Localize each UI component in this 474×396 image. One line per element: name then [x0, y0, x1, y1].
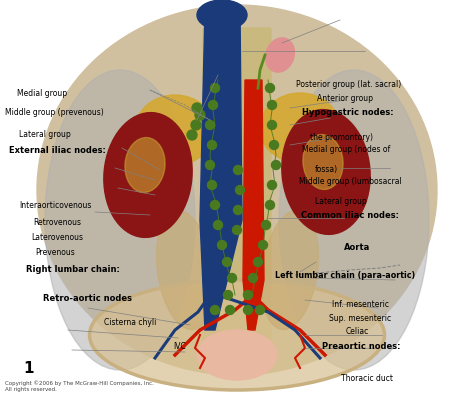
Circle shape: [265, 84, 274, 93]
Circle shape: [248, 274, 257, 282]
Text: Interaorticovenous: Interaorticovenous: [19, 202, 91, 210]
Circle shape: [254, 257, 263, 267]
Text: Retrovenous: Retrovenous: [33, 219, 81, 227]
Circle shape: [267, 101, 276, 110]
Circle shape: [258, 240, 267, 249]
Circle shape: [210, 305, 219, 314]
Circle shape: [192, 103, 202, 113]
Circle shape: [267, 120, 276, 129]
Circle shape: [234, 166, 243, 175]
Text: Medial group (nodes of: Medial group (nodes of: [302, 145, 391, 154]
Text: Left lumbar chain (para-aortic): Left lumbar chain (para-aortic): [275, 271, 415, 280]
Ellipse shape: [125, 137, 165, 192]
Text: Posterior group (lat. sacral): Posterior group (lat. sacral): [296, 80, 401, 89]
Text: Anterior group: Anterior group: [317, 94, 373, 103]
Circle shape: [234, 206, 243, 215]
Text: Hypogastric nodes:: Hypogastric nodes:: [302, 109, 394, 117]
Text: Lateral group: Lateral group: [315, 197, 367, 206]
Circle shape: [233, 225, 241, 234]
Text: Aorta: Aorta: [344, 243, 370, 252]
Text: Copyright ©2006 by The McGraw-Hill Companies, Inc.
All rights reserved.: Copyright ©2006 by The McGraw-Hill Compa…: [5, 381, 154, 392]
Circle shape: [270, 141, 279, 150]
Circle shape: [228, 274, 237, 282]
Text: Common iliac nodes:: Common iliac nodes:: [301, 211, 399, 220]
Text: External iliac nodes:: External iliac nodes:: [9, 146, 106, 155]
Text: Celiac: Celiac: [346, 327, 369, 336]
Circle shape: [262, 221, 271, 230]
Text: Prevenous: Prevenous: [36, 248, 75, 257]
Text: IVC: IVC: [173, 342, 186, 351]
Circle shape: [191, 120, 201, 130]
Circle shape: [265, 200, 274, 209]
Text: Cisterna chyli: Cisterna chyli: [104, 318, 156, 327]
Circle shape: [244, 291, 253, 299]
Text: Inf. mesenteric: Inf. mesenteric: [332, 300, 389, 308]
Circle shape: [210, 200, 219, 209]
Circle shape: [255, 305, 264, 314]
Text: Lateral group: Lateral group: [19, 130, 71, 139]
Ellipse shape: [135, 95, 215, 165]
Circle shape: [226, 305, 235, 314]
Circle shape: [210, 84, 219, 93]
Ellipse shape: [260, 93, 340, 163]
Ellipse shape: [37, 5, 437, 375]
Ellipse shape: [282, 110, 370, 234]
Circle shape: [272, 160, 281, 169]
Text: 1: 1: [24, 361, 34, 376]
Text: Retro-aortic nodes: Retro-aortic nodes: [43, 295, 132, 303]
Ellipse shape: [90, 280, 384, 390]
Text: Laterovenous: Laterovenous: [31, 233, 83, 242]
Text: Middle group (prevenous): Middle group (prevenous): [5, 109, 103, 117]
Ellipse shape: [156, 210, 213, 329]
FancyBboxPatch shape: [203, 28, 271, 342]
Circle shape: [236, 185, 245, 194]
Circle shape: [209, 101, 218, 110]
Circle shape: [195, 110, 205, 120]
Polygon shape: [200, 10, 242, 330]
Ellipse shape: [265, 38, 294, 72]
Circle shape: [224, 291, 233, 299]
Circle shape: [208, 181, 217, 190]
Text: Middle group (lumbosacral: Middle group (lumbosacral: [299, 177, 401, 186]
Ellipse shape: [197, 330, 277, 380]
Text: Right lumbar chain:: Right lumbar chain:: [26, 265, 120, 274]
Circle shape: [218, 240, 227, 249]
Text: fossa): fossa): [315, 165, 338, 174]
Text: Preaortic nodes:: Preaortic nodes:: [322, 342, 401, 351]
Circle shape: [206, 160, 215, 169]
Ellipse shape: [279, 70, 429, 370]
Text: Medial group: Medial group: [17, 89, 67, 97]
Ellipse shape: [303, 135, 343, 189]
Ellipse shape: [197, 0, 247, 30]
Circle shape: [222, 257, 231, 267]
Ellipse shape: [45, 70, 195, 370]
Circle shape: [206, 120, 215, 129]
Ellipse shape: [104, 112, 192, 237]
Circle shape: [267, 181, 276, 190]
Circle shape: [208, 141, 217, 150]
Polygon shape: [243, 80, 264, 330]
Text: the promontory): the promontory): [310, 133, 374, 142]
Text: Thoracic duct: Thoracic duct: [341, 374, 393, 383]
Circle shape: [244, 305, 253, 314]
Circle shape: [213, 221, 222, 230]
Text: Sup. mesenteric: Sup. mesenteric: [329, 314, 392, 323]
Ellipse shape: [262, 210, 319, 329]
Circle shape: [187, 130, 197, 140]
